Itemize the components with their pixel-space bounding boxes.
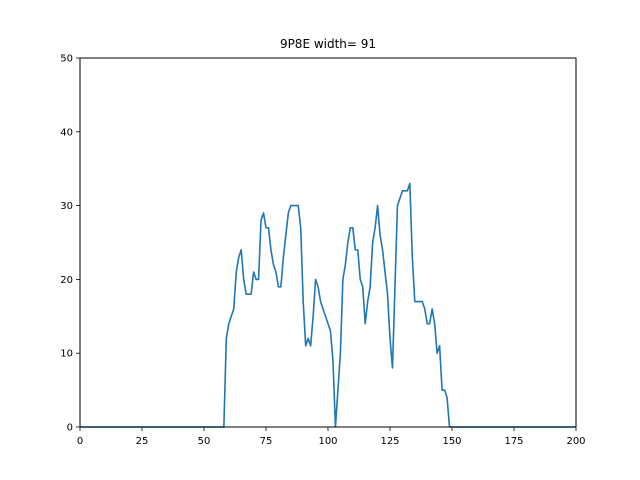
x-axis: 0 25 50 75 100 125 150 175 200 — [77, 427, 586, 447]
x-tick-label: 50 — [198, 436, 211, 447]
y-tick-label: 50 — [60, 54, 73, 65]
y-axis: 0 10 20 30 40 50 — [60, 54, 80, 434]
y-tick-label: 30 — [60, 201, 73, 212]
x-tick-label: 200 — [566, 436, 585, 447]
x-tick-label: 125 — [380, 436, 399, 447]
series-line — [80, 182, 576, 428]
x-tick-label: 25 — [136, 436, 149, 447]
y-tick-label: 40 — [60, 127, 73, 138]
x-tick-label: 175 — [504, 436, 523, 447]
plot-frame — [79, 57, 577, 428]
x-tick-label: 0 — [77, 436, 83, 447]
x-tick-label: 100 — [318, 436, 337, 447]
y-tick-label: 20 — [60, 275, 73, 286]
y-tick-label: 0 — [67, 423, 73, 434]
series-layer — [80, 182, 576, 428]
chart-title: 9P8E width= 91 — [280, 37, 376, 51]
y-tick-label: 10 — [60, 349, 73, 360]
x-tick-label: 75 — [260, 436, 273, 447]
x-tick-label: 150 — [442, 436, 461, 447]
